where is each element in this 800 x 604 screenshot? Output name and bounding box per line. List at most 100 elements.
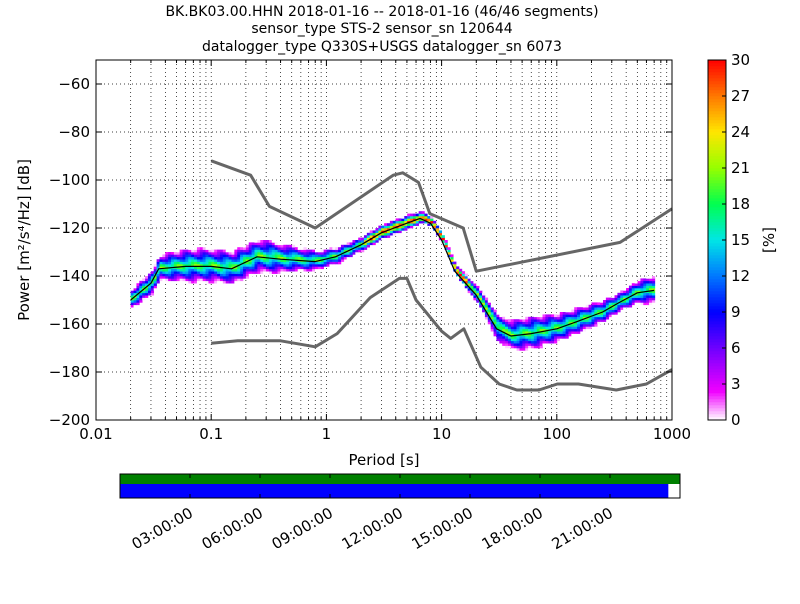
pdf-cell [283, 268, 287, 272]
timeline-tick-label: 09:00:00 [269, 504, 336, 553]
pdf-cell [168, 264, 172, 267]
pdf-cell [156, 280, 160, 284]
colorbar-segment [708, 234, 726, 238]
pdf-cell [263, 240, 267, 243]
colorbar-segment [708, 384, 726, 388]
pdf-cell [323, 259, 327, 262]
pdf-cell [314, 266, 319, 270]
pdf-cell [205, 249, 209, 253]
pdf-cell [418, 218, 422, 222]
colorbar-segment [708, 369, 726, 373]
pdf-cell [274, 249, 278, 253]
pdf-cell [182, 259, 186, 262]
pdf-cell [528, 333, 532, 337]
pdf-cell [568, 328, 572, 332]
pdf-cell [214, 280, 218, 284]
pdf-cell [283, 254, 287, 258]
pdf-cell [199, 259, 203, 262]
pdf-cell [263, 271, 267, 274]
pdf-cell [145, 276, 149, 279]
pdf-cell [245, 247, 250, 250]
pdf-cell [289, 247, 293, 250]
pdf-cell [170, 276, 175, 279]
pdf-cell [317, 264, 322, 267]
pdf-cell [317, 256, 322, 260]
pdf-cell [196, 249, 201, 253]
pdf-cell [649, 283, 653, 286]
pdf-cell [263, 268, 267, 272]
pdf-cell [355, 249, 359, 253]
pdf-cell [147, 292, 152, 296]
pdf-cell [496, 324, 500, 327]
pdf-cell [453, 266, 457, 270]
pdf-cell [510, 326, 515, 330]
pdf-cell [159, 254, 163, 258]
pdf-cell [386, 225, 391, 229]
pdf-cell [162, 264, 166, 267]
pdf-cell [291, 254, 296, 258]
pdf-cell [182, 254, 186, 258]
pdf-cell [277, 256, 281, 260]
pdf-cell [392, 223, 396, 226]
pdf-cell [309, 266, 313, 270]
pdf-cell [280, 264, 284, 267]
pdf-cell [536, 316, 540, 320]
pdf-cell [286, 252, 290, 255]
pdf-cell [240, 264, 244, 267]
pdf-cell [248, 247, 252, 250]
pdf-cell [433, 225, 437, 229]
pdf-cell [358, 247, 362, 250]
pdf-cell [240, 254, 244, 258]
colorbar-segment [708, 219, 726, 223]
pdf-cell [530, 345, 535, 349]
pdf-cell [398, 220, 402, 224]
pdf-cell [145, 295, 149, 298]
pdf-cell [386, 230, 391, 234]
pdf-cell [332, 249, 336, 253]
pdf-cell [525, 333, 529, 337]
pdf-cell [291, 264, 296, 267]
pdf-cell [274, 254, 278, 258]
pdf-cell [176, 273, 180, 277]
pdf-cell [153, 276, 157, 279]
pdf-cell [530, 348, 535, 351]
pdf-cell [188, 247, 192, 250]
pdf-cell [312, 256, 316, 260]
pdf-cell [176, 266, 180, 270]
pdf-cell [170, 254, 175, 258]
pdf-cell [251, 268, 255, 272]
pdf-cell [176, 254, 180, 258]
colorbar-segment [708, 153, 726, 157]
pdf-cell [516, 319, 520, 322]
pdf-cell [395, 230, 399, 234]
pdf-cell [188, 259, 192, 262]
mean-curve [130, 217, 655, 337]
pdf-cell [196, 278, 201, 282]
pdf-cell [283, 261, 287, 265]
y-tick-label: −60 [58, 75, 90, 93]
pdf-cell [312, 261, 316, 265]
colorbar-segment [708, 288, 726, 292]
pdf-cell [358, 242, 362, 246]
pdf-cell [297, 249, 301, 253]
pdf-cell [274, 261, 278, 265]
pdf-cell [194, 247, 198, 250]
pdf-cell [533, 333, 538, 337]
pdf-cell [231, 278, 235, 282]
pdf-cell [162, 256, 166, 260]
pdf-cell [291, 247, 296, 250]
pdf-cell [410, 225, 414, 229]
colorbar-tick-label: 27 [731, 87, 750, 105]
pdf-cell [349, 242, 353, 246]
pdf-cell [254, 261, 258, 265]
pdf-cell [263, 249, 267, 253]
colorbar-segment [708, 144, 726, 148]
pdf-cell [634, 300, 638, 303]
pdf-cell [274, 244, 278, 248]
pdf-cell [165, 276, 169, 279]
pdf-cell [338, 247, 342, 250]
pdf-cell [496, 316, 500, 320]
pdf-cell [286, 256, 290, 260]
pdf-cell [631, 300, 635, 303]
pdf-cell [179, 268, 183, 272]
